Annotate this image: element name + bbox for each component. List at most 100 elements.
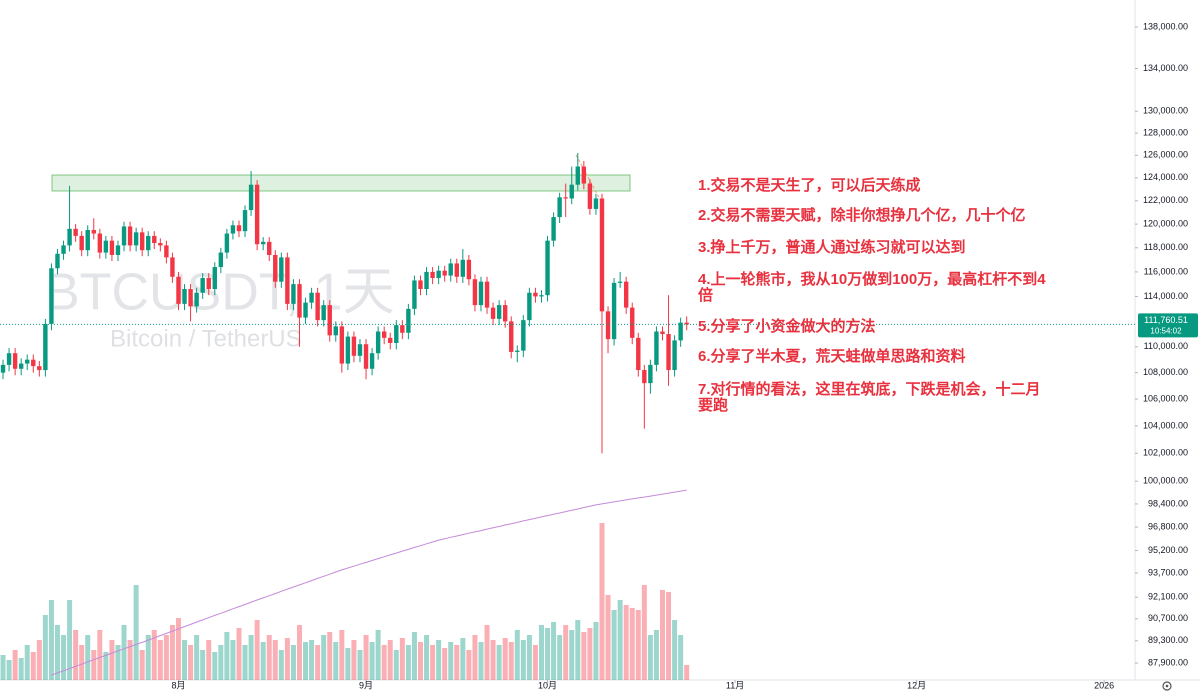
candle-body: [67, 228, 72, 246]
candle-body: [315, 292, 320, 321]
volume-bar: [678, 635, 684, 680]
last-price-box: [1138, 313, 1198, 338]
candle-body: [551, 217, 556, 241]
y-tick-label: 122,000.00: [1143, 195, 1188, 205]
volume-bar: [369, 642, 375, 680]
candle-body: [527, 292, 532, 321]
volume-bar: [611, 610, 617, 680]
volume-bar: [139, 650, 145, 680]
y-tick-label: 134,000.00: [1143, 63, 1188, 73]
volume-bar: [303, 642, 309, 680]
candle-body: [248, 184, 254, 211]
volume-bar: [163, 635, 169, 680]
candle-body: [351, 336, 357, 356]
candle-body: [321, 305, 326, 321]
countdown: 10:54:02: [1150, 327, 1182, 336]
candle-body: [623, 281, 629, 308]
candle-body: [363, 344, 369, 369]
candle-body: [563, 197, 568, 199]
volume-bar: [242, 645, 248, 680]
volume-bar: [635, 610, 641, 680]
y-tick-label: 108,000.00: [1143, 367, 1188, 377]
candle-body: [509, 321, 514, 352]
candle-body: [55, 253, 60, 269]
y-tick-label: 118,000.00: [1144, 242, 1188, 252]
candle-body: [115, 245, 121, 255]
volume-bar: [508, 642, 514, 680]
volume-bar: [151, 630, 157, 680]
y-tick-label: 114,000.00: [1144, 291, 1188, 301]
volume-bar: [61, 635, 67, 680]
annotation: 5.分享了小资金做大的方法: [698, 317, 876, 335]
volume-bar: [430, 645, 436, 680]
x-tick-label: 11月: [726, 680, 744, 690]
volume-bar: [514, 630, 520, 680]
volume-bar: [399, 638, 405, 680]
candle-body: [18, 363, 24, 369]
candle-body: [73, 228, 78, 236]
candle-body: [85, 229, 90, 251]
volume-bar: [363, 635, 369, 680]
y-tick-label: 96,800.00: [1148, 521, 1188, 531]
candle-body: [303, 302, 308, 318]
candle-body: [309, 292, 314, 303]
candle-body: [381, 331, 387, 338]
y-tick-label: 89,300.00: [1148, 635, 1188, 645]
candle-body: [133, 232, 139, 246]
volume-bar: [532, 645, 538, 680]
settings-icon[interactable]: [1162, 681, 1172, 691]
volume-bar: [454, 645, 460, 680]
volume-bar: [551, 622, 557, 680]
candle-body: [339, 326, 345, 364]
volume-bar: [224, 632, 230, 680]
candle-body: [260, 241, 266, 245]
settings-icon-dot: [1165, 684, 1169, 688]
volume-bar: [629, 608, 635, 680]
volume-bar: [97, 630, 103, 680]
volume-bar: [109, 640, 115, 680]
candle-body: [176, 276, 181, 304]
volume-bar: [466, 650, 472, 680]
volume-bar: [278, 650, 284, 680]
volume-bar: [91, 650, 97, 680]
volume-bar: [424, 635, 430, 680]
candle-body: [472, 279, 478, 306]
volume-bar: [103, 652, 109, 680]
candle-body: [412, 280, 417, 309]
candle-body: [502, 305, 508, 322]
x-tick-label: 12月: [907, 680, 926, 690]
candle-body: [79, 235, 84, 251]
volume-bar: [357, 650, 363, 680]
candle-body: [109, 240, 115, 255]
volume-bar: [442, 648, 448, 680]
candle-body: [152, 235, 157, 244]
candle-body: [218, 252, 224, 268]
candle-body: [25, 359, 30, 364]
watermark-sub: Bitcoin / TetherUS: [110, 325, 302, 352]
volume-bar: [623, 605, 629, 680]
volume-bar: [42, 615, 48, 680]
candle-body: [599, 198, 605, 312]
candle-body: [254, 184, 260, 245]
watermark: BTCUSDT, 1天: [45, 264, 395, 322]
volume-bar: [206, 640, 212, 680]
candle-body: [388, 337, 393, 343]
volume-bar: [254, 620, 260, 680]
candle-body: [230, 225, 236, 234]
y-tick-label: 102,000.00: [1143, 448, 1188, 458]
volume-bar: [417, 642, 423, 680]
volume-bar: [6, 660, 12, 680]
annotation: 3.挣上千万，普通人通过练习就可以达到: [698, 238, 966, 256]
x-tick-label: 10月: [538, 680, 557, 690]
candle-body: [478, 281, 484, 306]
volume-bar: [557, 635, 563, 680]
candle-body: [182, 289, 187, 304]
volume-bar: [85, 635, 91, 680]
volume-bar: [381, 645, 387, 680]
candle-body: [521, 320, 526, 351]
candle-body: [345, 336, 351, 364]
candle-body: [31, 359, 36, 367]
volume-bar: [448, 642, 454, 680]
candle-body: [97, 233, 103, 253]
